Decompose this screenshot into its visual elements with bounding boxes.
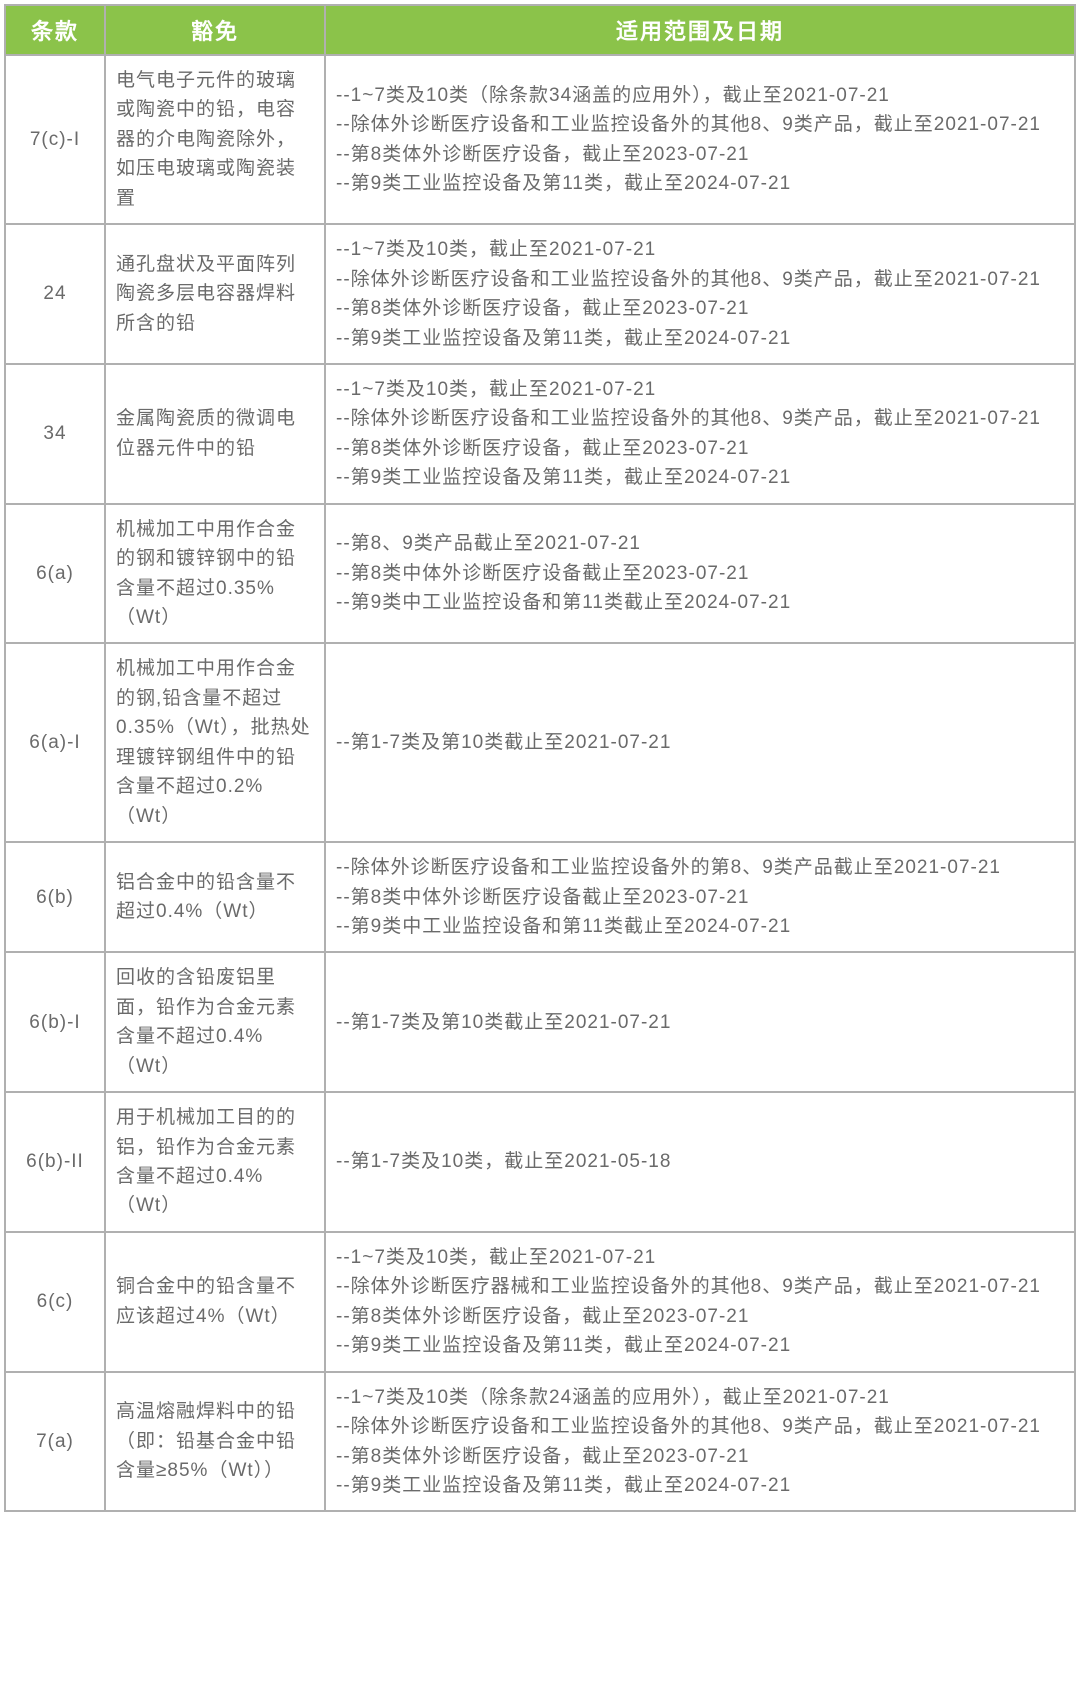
- exemption-table: 条款 豁免 适用范围及日期 7(c)-I电气电子元件的玻璃或陶瓷中的铅，电容器的…: [4, 4, 1076, 1512]
- cell-exempt: 通孔盘状及平面阵列陶瓷多层电容器焊料所含的铅: [105, 224, 325, 364]
- cell-clause: 24: [5, 224, 105, 364]
- cell-exempt: 电气电子元件的玻璃或陶瓷中的铅，电容器的介电陶瓷除外，如压电玻璃或陶瓷装置: [105, 55, 325, 224]
- cell-scope: --1~7类及10类，截止至2021-07-21 --除体外诊断医疗设备和工业监…: [325, 224, 1075, 364]
- table-row: 7(a)高温熔融焊料中的铅（即：铅基合金中铅含量≥85%（Wt））--1~7类及…: [5, 1372, 1075, 1512]
- cell-exempt: 铝合金中的铅含量不超过0.4%（Wt）: [105, 842, 325, 952]
- table-body: 7(c)-I电气电子元件的玻璃或陶瓷中的铅，电容器的介电陶瓷除外，如压电玻璃或陶…: [5, 55, 1075, 1511]
- cell-exempt: 铜合金中的铅含量不应该超过4%（Wt）: [105, 1232, 325, 1372]
- table-row: 7(c)-I电气电子元件的玻璃或陶瓷中的铅，电容器的介电陶瓷除外，如压电玻璃或陶…: [5, 55, 1075, 224]
- cell-exempt: 高温熔融焊料中的铅（即：铅基合金中铅含量≥85%（Wt））: [105, 1372, 325, 1512]
- cell-exempt: 机械加工中用作合金的钢和镀锌钢中的铅含量不超过0.35%（Wt）: [105, 504, 325, 644]
- table-row: 24通孔盘状及平面阵列陶瓷多层电容器焊料所含的铅--1~7类及10类，截止至20…: [5, 224, 1075, 364]
- table-row: 34金属陶瓷质的微调电位器元件中的铅--1~7类及10类，截止至2021-07-…: [5, 364, 1075, 504]
- col-header-clause: 条款: [5, 5, 105, 55]
- table-header: 条款 豁免 适用范围及日期: [5, 5, 1075, 55]
- table-row: 6(b)-I回收的含铅废铝里面，铅作为合金元素含量不超过0.4%（Wt）--第1…: [5, 952, 1075, 1092]
- cell-scope: --第1-7类及第10类截止至2021-07-21: [325, 643, 1075, 842]
- cell-scope: --1~7类及10类（除条款24涵盖的应用外），截止至2021-07-21 --…: [325, 1372, 1075, 1512]
- cell-scope: --第1-7类及10类，截止至2021-05-18: [325, 1092, 1075, 1232]
- cell-exempt: 用于机械加工目的的铝，铅作为合金元素含量不超过0.4%（Wt）: [105, 1092, 325, 1232]
- cell-scope: --第8、9类产品截止至2021-07-21 --第8类中体外诊断医疗设备截止至…: [325, 504, 1075, 644]
- table-row: 6(c)铜合金中的铅含量不应该超过4%（Wt）--1~7类及10类，截止至202…: [5, 1232, 1075, 1372]
- cell-clause: 6(a): [5, 504, 105, 644]
- cell-exempt: 回收的含铅废铝里面，铅作为合金元素含量不超过0.4%（Wt）: [105, 952, 325, 1092]
- table-row: 6(a)机械加工中用作合金的钢和镀锌钢中的铅含量不超过0.35%（Wt）--第8…: [5, 504, 1075, 644]
- col-header-scope: 适用范围及日期: [325, 5, 1075, 55]
- table-row: 6(b)铝合金中的铅含量不超过0.4%（Wt）--除体外诊断医疗设备和工业监控设…: [5, 842, 1075, 952]
- cell-exempt: 金属陶瓷质的微调电位器元件中的铅: [105, 364, 325, 504]
- cell-scope: --1~7类及10类，截止至2021-07-21 --除体外诊断医疗器械和工业监…: [325, 1232, 1075, 1372]
- cell-scope: --1~7类及10类（除条款34涵盖的应用外），截止至2021-07-21 --…: [325, 55, 1075, 224]
- cell-clause: 6(b)-I: [5, 952, 105, 1092]
- cell-scope: --第1-7类及第10类截止至2021-07-21: [325, 952, 1075, 1092]
- cell-scope: --除体外诊断医疗设备和工业监控设备外的第8、9类产品截止至2021-07-21…: [325, 842, 1075, 952]
- table-row: 6(a)-I机械加工中用作合金的钢,铅含量不超过0.35%（Wt），批热处理镀锌…: [5, 643, 1075, 842]
- cell-scope: --1~7类及10类，截止至2021-07-21 --除体外诊断医疗设备和工业监…: [325, 364, 1075, 504]
- cell-exempt: 机械加工中用作合金的钢,铅含量不超过0.35%（Wt），批热处理镀锌钢组件中的铅…: [105, 643, 325, 842]
- cell-clause: 7(a): [5, 1372, 105, 1512]
- cell-clause: 6(a)-I: [5, 643, 105, 842]
- cell-clause: 7(c)-I: [5, 55, 105, 224]
- cell-clause: 6(b): [5, 842, 105, 952]
- col-header-exempt: 豁免: [105, 5, 325, 55]
- table-row: 6(b)-II用于机械加工目的的铝，铅作为合金元素含量不超过0.4%（Wt）--…: [5, 1092, 1075, 1232]
- cell-clause: 34: [5, 364, 105, 504]
- cell-clause: 6(c): [5, 1232, 105, 1372]
- cell-clause: 6(b)-II: [5, 1092, 105, 1232]
